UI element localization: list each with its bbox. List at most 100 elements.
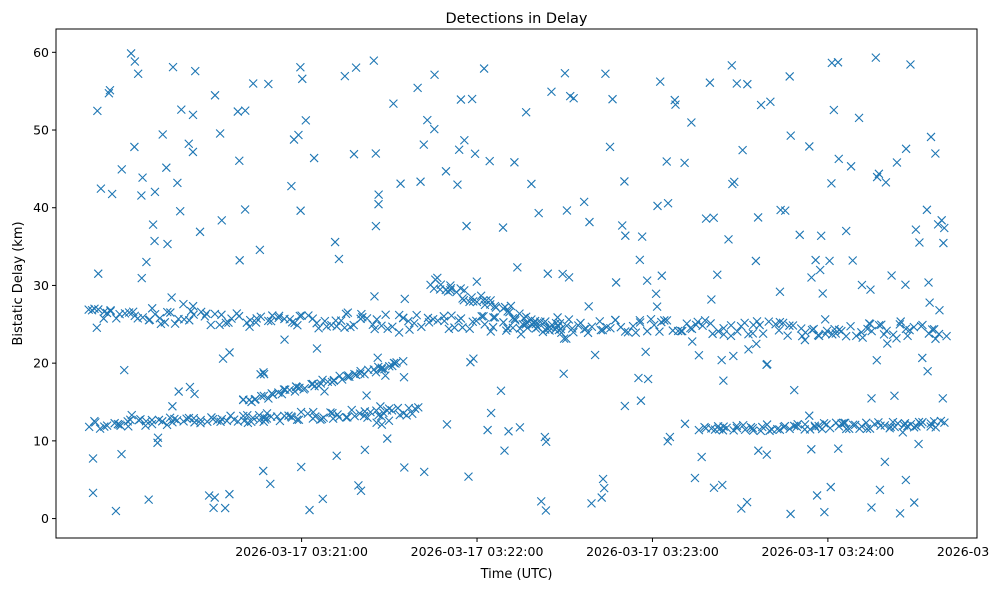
data-point-marker: [196, 415, 206, 425]
data-point-marker: [871, 53, 881, 62]
data-point-marker: [885, 423, 895, 433]
y-tick-label: 30: [33, 278, 49, 293]
data-point-marker: [111, 313, 121, 323]
data-point-marker: [117, 164, 127, 174]
data-point-marker: [779, 422, 789, 432]
data-point-marker: [896, 317, 906, 326]
data-point-marker: [99, 422, 109, 432]
data-point-marker: [812, 491, 822, 500]
data-point-marker: [376, 411, 386, 421]
data-point-marker: [274, 311, 284, 321]
y-axis-label: Bistatic Delay (km): [11, 221, 26, 345]
data-point-marker: [413, 83, 423, 93]
data-point-marker: [394, 310, 404, 320]
data-point-marker: [909, 498, 919, 507]
data-point-marker: [297, 74, 307, 84]
data-point-marker: [210, 493, 220, 502]
data-point-marker: [637, 232, 647, 242]
data-point-marker: [905, 325, 914, 335]
data-point-marker: [179, 299, 188, 309]
data-point-marker: [917, 353, 927, 363]
data-point-marker: [381, 310, 391, 320]
x-tick-label: 2026-03-17 03:25:00: [937, 544, 989, 559]
x-tick-label: 2026-03-17 03:24:00: [762, 544, 895, 559]
data-point-marker: [340, 71, 350, 81]
data-point-marker: [783, 331, 793, 340]
data-point-marker: [611, 315, 620, 325]
data-point-marker: [521, 320, 531, 329]
data-point-marker: [793, 419, 803, 429]
data-point-marker: [137, 273, 147, 283]
data-point-marker: [818, 289, 828, 298]
data-point-marker: [265, 479, 275, 489]
data-point-marker: [771, 319, 780, 329]
data-point-marker: [301, 115, 311, 125]
data-point-marker: [623, 327, 633, 337]
data-point-marker: [384, 361, 394, 371]
data-point-marker: [822, 326, 832, 336]
data-point-marker: [222, 416, 232, 426]
data-point-marker: [642, 326, 652, 336]
data-point-marker: [195, 227, 205, 237]
data-point-marker: [486, 295, 495, 305]
data-point-marker: [534, 208, 544, 218]
data-point-marker: [652, 302, 662, 311]
data-point-marker: [709, 213, 719, 223]
data-point-marker: [175, 206, 185, 216]
data-point-marker: [561, 334, 571, 344]
data-point-marker: [413, 403, 423, 412]
data-point-marker: [419, 140, 429, 150]
data-point-marker: [201, 309, 211, 319]
data-point-marker: [409, 318, 419, 328]
data-point-marker: [165, 308, 175, 317]
data-point-marker: [389, 99, 398, 109]
data-point-marker: [318, 494, 328, 504]
data-point-marker: [643, 374, 653, 384]
data-point-marker: [785, 72, 795, 81]
data-point-marker: [130, 57, 140, 66]
data-point-marker: [372, 315, 382, 324]
data-point-marker: [851, 331, 861, 341]
data-point-marker: [245, 315, 255, 325]
data-point-marker: [240, 106, 250, 116]
data-point-marker: [765, 97, 775, 107]
data-point-marker: [605, 323, 615, 333]
data-point-marker: [856, 327, 866, 337]
data-point-marker: [939, 238, 948, 248]
data-point-marker: [459, 135, 469, 145]
data-point-marker: [706, 319, 715, 328]
data-point-marker: [890, 391, 899, 401]
data-point-marker: [110, 418, 120, 428]
data-point-marker: [369, 56, 379, 66]
data-point-marker: [547, 87, 556, 97]
data-point-marker: [432, 273, 442, 283]
data-point-marker: [846, 321, 855, 331]
data-point-marker: [292, 415, 302, 425]
data-point-marker: [255, 245, 265, 255]
data-point-marker: [155, 313, 165, 323]
data-point-marker: [185, 382, 195, 392]
data-point-marker: [377, 321, 386, 331]
data-point-marker: [144, 495, 154, 504]
data-point-marker: [559, 334, 569, 344]
data-point-marker: [456, 314, 466, 323]
data-point-marker: [403, 316, 413, 326]
data-point-marker: [88, 488, 98, 498]
data-point-marker: [485, 156, 495, 166]
data-point-marker: [694, 425, 704, 435]
data-point-marker: [297, 311, 306, 321]
data-point-marker: [753, 213, 763, 222]
data-point-marker: [96, 184, 106, 194]
data-point-marker: [642, 276, 652, 285]
data-point-marker: [477, 311, 487, 321]
data-point-marker: [931, 422, 941, 432]
data-point-marker: [399, 463, 409, 472]
data-point-marker: [490, 313, 500, 322]
data-point-marker: [887, 271, 896, 280]
data-point-marker: [717, 355, 727, 365]
data-point-marker: [272, 412, 282, 421]
data-point-marker: [846, 161, 856, 171]
data-point-marker: [347, 405, 357, 415]
data-point-marker: [706, 295, 716, 304]
data-point-marker: [810, 421, 820, 431]
